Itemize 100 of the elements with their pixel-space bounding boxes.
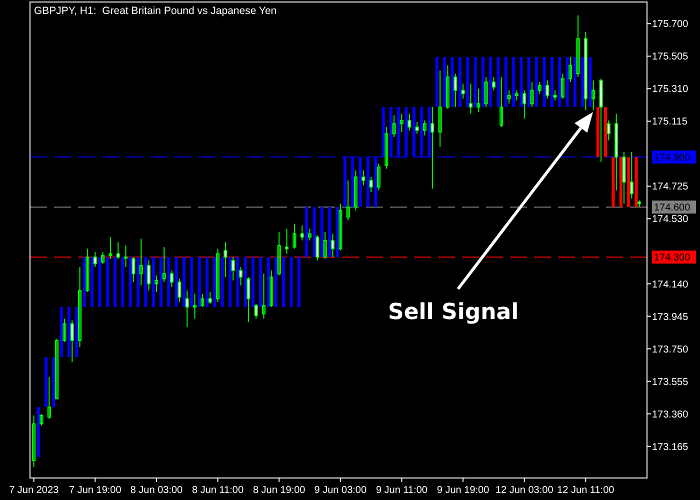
candlestick (308, 228, 312, 241)
y-tick-label: 173.750 (652, 344, 689, 356)
candlestick (285, 228, 289, 254)
bar (596, 107, 600, 158)
candlestick (262, 273, 266, 320)
bar (244, 257, 247, 308)
bar (466, 57, 470, 108)
bar (90, 257, 94, 308)
candlestick (292, 223, 296, 250)
candlestick (468, 83, 472, 114)
bar (450, 57, 454, 108)
chart-title: GBPJPY, H1: Great Britain Pound vs Japanese Yen (34, 5, 277, 17)
bar (612, 157, 615, 208)
bar (259, 257, 262, 308)
candlestick (70, 320, 74, 363)
candlestick (438, 70, 442, 148)
candlestick (338, 203, 342, 251)
candlestick (185, 290, 189, 328)
bar (489, 57, 492, 108)
bar (512, 57, 516, 108)
bar (435, 57, 438, 108)
bar (458, 57, 462, 108)
candlestick (454, 73, 458, 108)
bar (496, 57, 500, 108)
candlestick (47, 376, 51, 420)
candlestick (392, 114, 396, 138)
candlestick (384, 126, 388, 170)
candlestick (231, 256, 235, 281)
bar (520, 57, 523, 108)
candlestick (139, 238, 143, 286)
x-tick-label: 8 Jun 11:00 (192, 485, 244, 496)
bar (98, 257, 102, 308)
candlestick (108, 236, 112, 260)
candlestick (200, 293, 204, 308)
bar (282, 257, 286, 308)
y-tick-label: 173.165 (652, 442, 689, 453)
candlestick (400, 113, 404, 133)
candlestick (500, 76, 504, 128)
bar (68, 307, 71, 358)
x-tick-label: 9 Jun 03:00 (314, 485, 367, 496)
candlestick (354, 170, 358, 211)
y-tick-label: 175.700 (652, 19, 689, 30)
bar (550, 57, 554, 108)
candlestick (592, 80, 596, 111)
bar (535, 57, 538, 108)
candlestick (568, 56, 572, 83)
candlestick (300, 224, 304, 241)
y-tick-label: 175.505 (652, 52, 689, 63)
candlestick (522, 90, 526, 120)
candlestick (576, 14, 580, 78)
candlestick (346, 180, 350, 221)
bar (174, 257, 178, 308)
y-tick-label: 173.945 (652, 312, 689, 323)
bar (252, 257, 255, 308)
candlestick (331, 233, 334, 258)
x-tick-label: 12 Jun 03:00 (495, 485, 554, 496)
candlestick (476, 88, 480, 113)
bar (297, 257, 300, 308)
bar (167, 257, 170, 308)
bar (152, 257, 155, 308)
candlestick (422, 120, 426, 136)
candlestick (62, 318, 66, 343)
bar (136, 257, 140, 308)
bar (36, 407, 40, 458)
bar (213, 257, 216, 308)
candlestick (546, 80, 550, 100)
candlestick (415, 122, 419, 134)
candlestick (507, 90, 511, 104)
bar (604, 107, 608, 158)
ref-line-label: 174.600 (654, 202, 691, 214)
bar (220, 257, 224, 308)
x-tick-label: 9 Jun 19:00 (436, 485, 490, 496)
bar (312, 207, 316, 258)
x-tick-label: 8 Jun 03:00 (130, 485, 184, 496)
bar (190, 257, 194, 308)
candlestick (323, 232, 327, 260)
x-tick-label: 7 Jun 19:00 (69, 485, 122, 496)
bar (75, 307, 78, 358)
bar (566, 57, 569, 108)
bar (542, 57, 546, 108)
candlestick (86, 248, 90, 293)
candlestick (446, 64, 450, 110)
candlestick (408, 113, 412, 131)
candlestick (560, 73, 564, 100)
bar (60, 307, 63, 358)
y-tick-label: 175.310 (652, 84, 689, 96)
candlestick (132, 256, 136, 283)
bar (266, 257, 270, 308)
bar (121, 257, 124, 308)
ref-line-label: 174.300 (654, 252, 691, 264)
candlestick (254, 303, 258, 320)
bar (182, 257, 186, 308)
bar (290, 257, 293, 308)
bar (527, 57, 530, 108)
y-tick-label: 173.555 (652, 376, 689, 388)
candlestick (124, 244, 128, 268)
candlestick (376, 163, 380, 191)
candlestick (530, 82, 534, 108)
bar (198, 257, 201, 308)
candlestick (246, 276, 250, 323)
